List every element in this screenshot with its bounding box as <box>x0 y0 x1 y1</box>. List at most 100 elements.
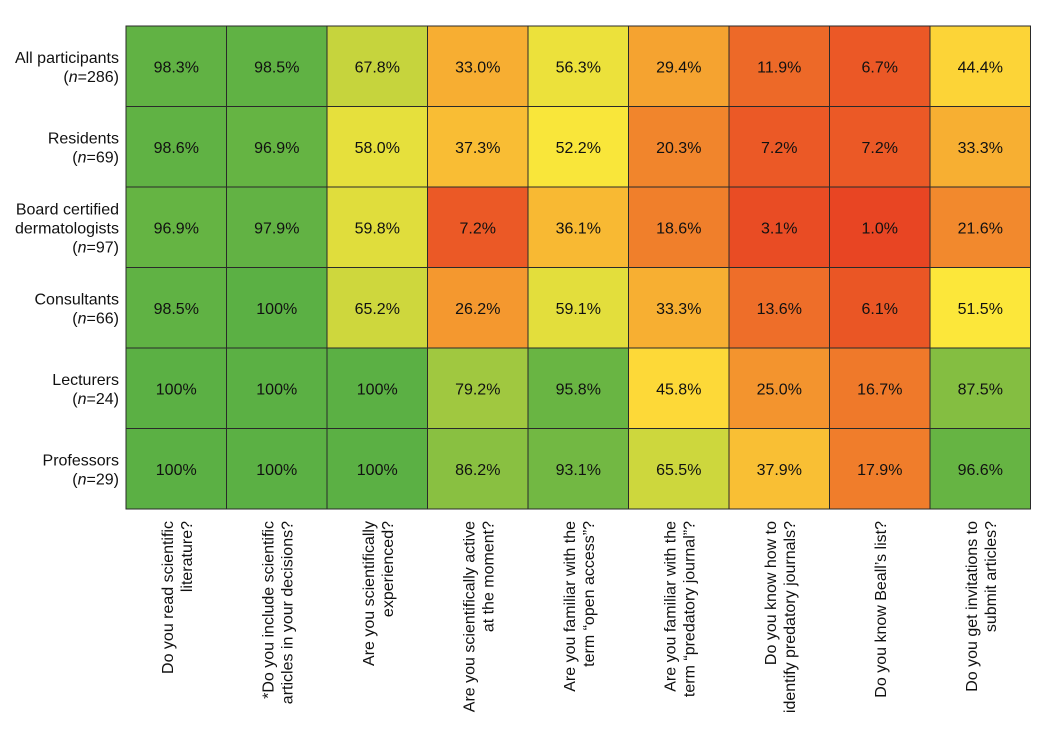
cell-value-label: 96.6% <box>958 462 1003 479</box>
row-label: Residents (n=69) <box>48 130 119 166</box>
cell-value-label: 51.5% <box>958 301 1003 318</box>
cell-value-label: 100% <box>156 462 197 479</box>
cell-value-label: 100% <box>256 301 297 318</box>
cell-value-label: 13.6% <box>757 301 802 318</box>
cell-value-label: 100% <box>256 381 297 398</box>
cell-value-label: 100% <box>357 381 398 398</box>
cell-value-label: 20.3% <box>656 140 701 157</box>
heatmap-cell <box>628 428 730 510</box>
cell-value-label: 100% <box>156 381 197 398</box>
heatmap-cell <box>527 106 629 188</box>
row-label: Professors (n=29) <box>43 452 119 488</box>
column-label-group: Do you get invitations to submit articles… <box>964 521 1000 692</box>
heatmap-cell <box>829 25 931 107</box>
cell-value-label: 96.9% <box>154 220 199 237</box>
cell-value-label: 11.9% <box>757 59 801 76</box>
row-label: Lecturers (n=24) <box>52 372 119 408</box>
column-label: Are you familiar with the term “predatory… <box>662 521 698 697</box>
heatmap-cell <box>829 428 931 510</box>
heatmap-cell <box>427 25 529 107</box>
heatmap-cell <box>125 347 227 429</box>
row-labels: All participants (n=286) Residents (n=69) Bo… <box>15 50 119 489</box>
column-label: *Do you include scientific articles in yo… <box>260 521 296 704</box>
heatmap-cell <box>929 428 1031 510</box>
heatmap-cell <box>226 347 328 429</box>
column-label: Do you read scientific literature? <box>160 521 196 674</box>
cell-value-label: 33.0% <box>455 59 500 76</box>
column-label-group: Do you know Beall’s list? <box>873 521 890 698</box>
heatmap-cell <box>326 186 428 268</box>
heatmap-cell <box>326 428 428 510</box>
heatmap-cell <box>829 106 931 188</box>
cell-value-label: 3.1% <box>761 220 797 237</box>
cell-value-label: 52.2% <box>556 140 601 157</box>
column-label-group: *Do you include scientific articles in yo… <box>260 521 296 704</box>
heatmap-cell <box>427 428 529 510</box>
heatmap-cell <box>125 25 227 107</box>
heatmap-cell <box>527 186 629 268</box>
column-label-group: Are you familiar with the term “open acce… <box>562 521 598 692</box>
cell-value-label: 25.0% <box>757 381 802 398</box>
cell-value-label: 7.2% <box>460 220 496 237</box>
cell-value-label: 79.2% <box>455 381 500 398</box>
cell-value-label: 98.5% <box>254 59 299 76</box>
cell-value-label: 6.7% <box>862 59 898 76</box>
heatmap-cell <box>728 347 830 429</box>
heatmap-cell <box>427 106 529 188</box>
heatmap-cell <box>628 25 730 107</box>
column-label: Are you scientifically experienced? <box>361 521 397 666</box>
cell-value-label: 100% <box>357 462 398 479</box>
cell-value-label: 7.2% <box>862 140 898 157</box>
cell-value-label: 100% <box>256 462 297 479</box>
column-label: Do you get invitations to submit articles… <box>964 521 1000 692</box>
cell-value-label: 65.2% <box>355 301 400 318</box>
cell-value-label: 37.9% <box>757 462 802 479</box>
heatmap-cell <box>427 347 529 429</box>
column-label-group: Do you know how to identify predatory jou… <box>763 521 799 713</box>
cell-value-label: 58.0% <box>355 140 400 157</box>
cell-value-label: 29.4% <box>656 59 701 76</box>
cell-value-label: 26.2% <box>455 301 500 318</box>
heatmap-cell <box>125 428 227 510</box>
column-label: Do you know Beall’s list? <box>873 521 890 698</box>
heatmap-cell <box>728 106 830 188</box>
column-labels: Do you read scientific literature? *Do you… <box>160 521 1000 713</box>
heatmap-cell <box>226 186 328 268</box>
cell-value-label: 7.2% <box>761 140 797 157</box>
cell-value-label: 37.3% <box>455 140 500 157</box>
heatmap-cell <box>226 428 328 510</box>
cell-value-label: 65.5% <box>656 462 701 479</box>
cell-value-label: 33.3% <box>656 301 701 318</box>
cell-value-label: 59.1% <box>556 301 601 318</box>
cell-value-label: 98.5% <box>154 301 199 318</box>
cell-value-label: 98.3% <box>154 59 199 76</box>
row-label: All participants (n=286) <box>15 50 119 86</box>
heatmap-cell <box>929 267 1031 349</box>
cell-value-label: 21.6% <box>958 220 1003 237</box>
heatmap-cell <box>427 267 529 349</box>
cell-value-label: 87.5% <box>958 381 1003 398</box>
cell-value-label: 44.4% <box>958 59 1003 76</box>
heatmap-cell <box>929 106 1031 188</box>
column-label: Do you know how to identify predatory jou… <box>763 521 799 713</box>
heatmap-cell <box>226 25 328 107</box>
heatmap-cell <box>226 267 328 349</box>
column-label: Are you familiar with the term “open acce… <box>562 521 598 692</box>
heatmap-cell <box>929 186 1031 268</box>
heatmap-cell <box>326 106 428 188</box>
cell-value-label: 45.8% <box>656 381 701 398</box>
column-label-group: Do you read scientific literature? <box>160 521 196 674</box>
cell-value-label: 33.3% <box>958 140 1003 157</box>
column-label: Are you scientifically active at the mome… <box>461 521 497 712</box>
cell-value-label: 16.7% <box>857 381 902 398</box>
cell-value-label: 56.3% <box>556 59 601 76</box>
cell-value-label: 93.1% <box>556 462 601 479</box>
cell-value-label: 96.9% <box>254 140 299 157</box>
cell-value-label: 1.0% <box>862 220 898 237</box>
heatmap-cell <box>125 267 227 349</box>
heatmap-cell <box>527 428 629 510</box>
cell-value-label: 98.6% <box>154 140 199 157</box>
column-label-group: Are you scientifically active at the mome… <box>461 521 497 712</box>
heatmap-cell <box>427 186 529 268</box>
